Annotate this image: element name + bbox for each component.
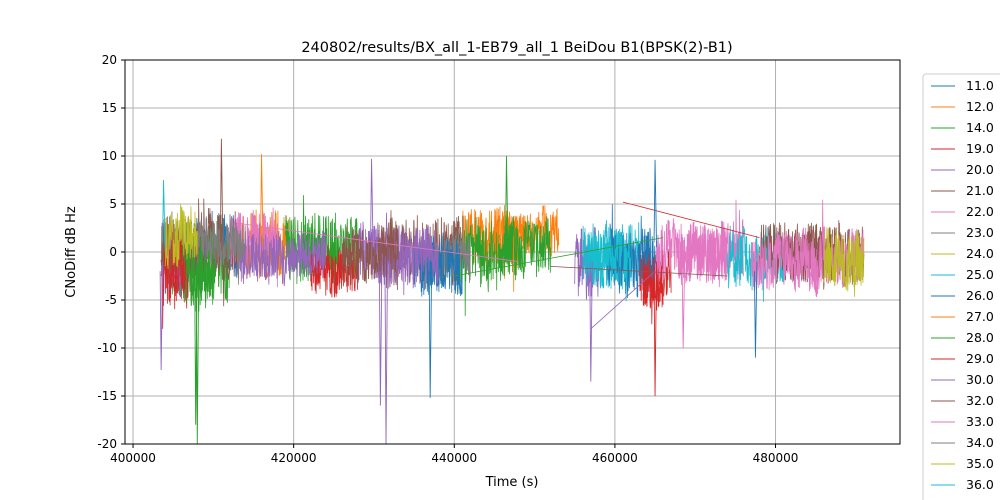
y-tick-label: -15 bbox=[97, 389, 117, 403]
x-tick-label: 480000 bbox=[753, 451, 799, 465]
spike-mark bbox=[589, 261, 593, 382]
connector-line bbox=[454, 237, 664, 277]
spike-mark bbox=[370, 158, 374, 248]
legend-label: 36.0 bbox=[966, 477, 994, 492]
legend-label: 24.0 bbox=[966, 246, 994, 261]
legend-label: 30.0 bbox=[966, 372, 994, 387]
series-line bbox=[582, 220, 632, 302]
spike-mark bbox=[505, 155, 509, 248]
connector-line bbox=[590, 270, 656, 330]
series-36.0 bbox=[582, 220, 632, 302]
legend-entry: 19.0 bbox=[931, 141, 994, 156]
y-tick-label: 5 bbox=[109, 197, 117, 211]
legend-entry: 26.0 bbox=[931, 288, 994, 303]
series-line bbox=[502, 216, 551, 281]
y-tick-label: -5 bbox=[105, 293, 117, 307]
legend-entry: 28.0 bbox=[931, 330, 994, 345]
spike-mark bbox=[378, 261, 383, 406]
series-line bbox=[654, 218, 728, 288]
x-tick-label: 460000 bbox=[592, 451, 638, 465]
y-tick-label: 15 bbox=[102, 101, 117, 115]
legend-label: 21.0 bbox=[966, 183, 994, 198]
y-tick-label: -10 bbox=[97, 341, 117, 355]
spike-mark bbox=[653, 261, 658, 397]
y-axis-label: CNoDiff dB Hz bbox=[64, 206, 79, 298]
legend-label: 27.0 bbox=[966, 309, 994, 324]
legend-entry: 27.0 bbox=[931, 309, 994, 324]
spike-mark bbox=[753, 261, 758, 358]
spike-mark bbox=[162, 179, 166, 248]
legend-label: 28.0 bbox=[966, 330, 994, 345]
legend-label: 22.0 bbox=[966, 204, 994, 219]
y-tick-label: -20 bbox=[97, 437, 117, 451]
legend-box bbox=[922, 73, 1000, 500]
connector-line bbox=[622, 201, 760, 238]
legend-entry: 33.0 bbox=[931, 414, 994, 429]
spike-mark bbox=[219, 138, 224, 248]
series-34.0 bbox=[196, 214, 246, 285]
y-tick-label: 10 bbox=[102, 149, 117, 163]
legend-label: 20.0 bbox=[966, 162, 994, 177]
spike-mark bbox=[653, 159, 658, 248]
legend-label: 11.0 bbox=[966, 78, 994, 93]
series-line bbox=[751, 199, 825, 298]
legend-entry: 29.0 bbox=[931, 351, 994, 366]
legend-entry: 21.0 bbox=[931, 183, 994, 198]
legend-entry: 24.0 bbox=[931, 246, 994, 261]
spike-mark bbox=[428, 261, 433, 398]
x-axis: 400000 420000 440000 460000 480000 bbox=[110, 444, 798, 465]
connector-line bbox=[550, 266, 728, 277]
series-line bbox=[164, 203, 198, 269]
legend: 11.0 12.0 14.0 19.0 20.0 21.0 22.0 23.0 24.0 25.0… bbox=[922, 73, 1000, 500]
legend-label: 23.0 bbox=[966, 225, 994, 240]
spike-mark bbox=[681, 261, 686, 349]
y-axis: -20 -15 -10 -5 0 5 10 15 20 bbox=[97, 53, 125, 451]
legend-entry: 35.0 bbox=[931, 456, 994, 471]
y-tick-label: 20 bbox=[102, 53, 117, 67]
legend-entry: 20.0 bbox=[931, 162, 994, 177]
legend-entry: 30.0 bbox=[931, 372, 994, 387]
legend-entry: 32.0 bbox=[931, 393, 994, 408]
spike-mark bbox=[159, 261, 164, 371]
legend-label: 35.0 bbox=[966, 456, 994, 471]
series-line bbox=[196, 214, 246, 285]
x-axis-label: Time (s) bbox=[485, 475, 539, 490]
legend-label: 32.0 bbox=[966, 393, 994, 408]
legend-label: 34.0 bbox=[966, 435, 994, 450]
legend-entry: 25.0 bbox=[931, 267, 994, 282]
series-layer bbox=[159, 138, 865, 444]
legend-entry: 34.0 bbox=[931, 435, 994, 450]
series-33.0 bbox=[654, 199, 825, 298]
legend-label: 12.0 bbox=[966, 99, 994, 114]
spike-mark bbox=[260, 154, 264, 248]
legend-entry: 11.0 bbox=[931, 78, 994, 93]
spike-mark bbox=[384, 261, 388, 444]
connector-line bbox=[237, 222, 519, 262]
series-line bbox=[341, 210, 399, 289]
x-tick-label: 400000 bbox=[110, 451, 156, 465]
legend-label: 19.0 bbox=[966, 141, 994, 156]
spike-mark bbox=[194, 261, 198, 425]
series-line bbox=[823, 227, 865, 297]
legend-label: 25.0 bbox=[966, 267, 994, 282]
x-tick-label: 440000 bbox=[431, 451, 477, 465]
series-line bbox=[453, 213, 511, 317]
legend-entry: 12.0 bbox=[931, 99, 994, 114]
legend-label: 14.0 bbox=[966, 120, 994, 135]
legend-entry: 14.0 bbox=[931, 120, 994, 135]
series-35.0 bbox=[164, 203, 198, 269]
series-line bbox=[237, 224, 327, 286]
legend-entry: 36.0 bbox=[931, 477, 994, 492]
legend-label: 26.0 bbox=[966, 288, 994, 303]
legend-entry: 23.0 bbox=[931, 225, 994, 240]
y-tick-label: 0 bbox=[109, 245, 117, 259]
chart-title: 240802/results/BX_all_1-EB79_all_1 BeiDo… bbox=[301, 40, 732, 56]
series-24.0 bbox=[823, 227, 865, 297]
legend-entry: 22.0 bbox=[931, 204, 994, 219]
legend-label: 33.0 bbox=[966, 414, 994, 429]
legend-label: 29.0 bbox=[966, 351, 994, 366]
x-tick-label: 420000 bbox=[271, 451, 317, 465]
